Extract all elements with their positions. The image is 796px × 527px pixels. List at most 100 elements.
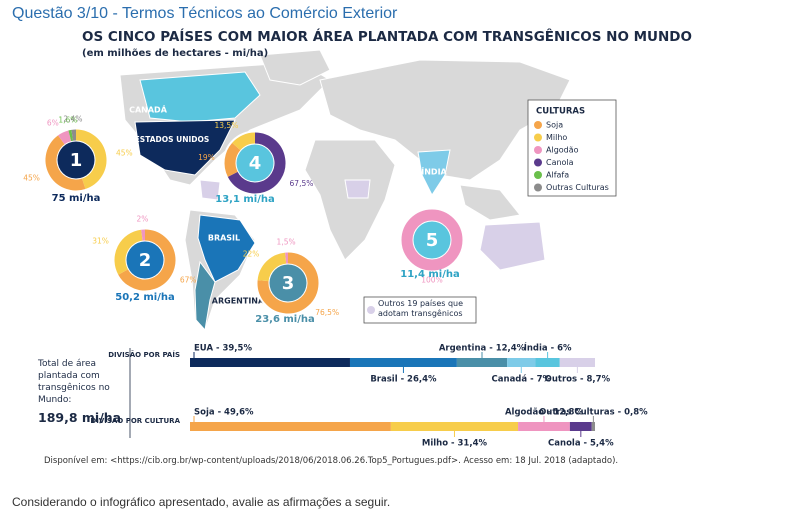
- note-swatch: [367, 306, 375, 314]
- europe-asia: [319, 59, 571, 181]
- donut-label: 6%: [47, 118, 59, 127]
- donut-rank: 5: [426, 230, 439, 251]
- country-total: 13,1 mi/ha: [215, 194, 275, 205]
- question-header: Questão 3/10 - Termos Técnicos ao Comérc…: [12, 5, 398, 22]
- argentina-shape: [194, 260, 216, 332]
- legend-swatch: [534, 183, 542, 192]
- legend-swatch: [534, 121, 542, 129]
- donut-segment: [118, 229, 176, 291]
- bar-label: Canadá - 7%: [492, 375, 552, 385]
- india-shape: [417, 149, 451, 197]
- bar-segment: [518, 422, 570, 431]
- donut-segment: [257, 252, 319, 314]
- bar-label: Argentina - 12,4%: [439, 344, 526, 354]
- legend-title: CULTURAS: [536, 107, 585, 117]
- bar-label: Canola - 5,4%: [548, 439, 614, 449]
- donut-label: 1,6%: [58, 115, 77, 124]
- canada-shape: [139, 71, 261, 123]
- legend-swatch: [534, 133, 542, 142]
- legend-label: Canola: [546, 158, 574, 167]
- country-total: 23,6 mi/ha: [255, 314, 315, 325]
- legend-swatch: [534, 171, 542, 179]
- donut-segment: [68, 129, 74, 142]
- bar-segment: [349, 358, 457, 367]
- africa: [304, 139, 396, 261]
- donut-label: 67%: [180, 276, 197, 285]
- donut-label: 31%: [92, 237, 109, 246]
- donut-center: [269, 264, 307, 302]
- donut-center: [126, 241, 164, 279]
- donut-segment: [232, 132, 256, 151]
- legend-label: Outras Culturas: [546, 183, 609, 192]
- bar-label: Milho - 31,4%: [422, 439, 488, 449]
- donut-label: 45%: [23, 173, 40, 182]
- note: Outros 19 países que adotam transgênicos: [378, 299, 464, 318]
- donut-center: [236, 144, 274, 182]
- country-map-label: ARGENTINA: [212, 297, 265, 306]
- donut-label: 19%: [198, 153, 215, 162]
- donut-segment: [257, 252, 287, 282]
- donut-label: 2%: [137, 215, 149, 224]
- donut-center: [413, 221, 451, 259]
- bar-title: DIVISÃO POR PAÍS: [108, 350, 180, 359]
- bar-label: Soja - 49,6%: [194, 408, 254, 418]
- donut-label: 45%: [116, 149, 133, 158]
- donut-segment: [75, 129, 107, 190]
- bar-label: Brasil - 26,4%: [370, 375, 437, 385]
- donut-segment: [58, 130, 72, 145]
- bar-segment: [456, 358, 508, 367]
- bar-segment: [190, 358, 350, 367]
- donut-segment: [401, 209, 463, 271]
- world-total-text: Total de área plantada com transgênicos …: [38, 359, 110, 405]
- bar-label: Outras Culturas - 0,8%: [539, 408, 648, 418]
- donut-segment: [227, 132, 286, 194]
- world-total: 189,8 mi/ha: [38, 410, 122, 425]
- bar-segment: [535, 358, 560, 367]
- bar-segment: [390, 422, 519, 431]
- other-adopters: [199, 179, 546, 271]
- source: Disponível em: <https://cib.org.br/wp-co…: [44, 456, 619, 466]
- donut-label: 22%: [243, 249, 260, 258]
- donut-label: 1,5%: [277, 238, 296, 247]
- southeast-asia: [459, 184, 521, 221]
- legend-label: Alfafa: [546, 171, 569, 180]
- donut-label: 2,4%: [63, 115, 82, 124]
- bar-label: Outros - 8,7%: [545, 375, 611, 385]
- bar-segment: [190, 422, 391, 431]
- bar-title: DIVISÃO POR CULTURA: [90, 416, 180, 425]
- legend-label: Algodão: [546, 146, 579, 155]
- donut-center: [57, 141, 95, 179]
- donut-segment: [45, 135, 86, 191]
- greenland: [259, 49, 331, 86]
- bar-label: EUA - 39,5%: [194, 344, 252, 354]
- country-total: 75 mi/ha: [52, 193, 101, 204]
- country-total: 11,4 mi/ha: [400, 269, 460, 280]
- brazil-shape: [197, 214, 256, 283]
- donut-label: 100%: [421, 276, 442, 285]
- donut-label: 13,5%: [215, 121, 239, 130]
- bar-label: Algodão - 12,8%: [505, 408, 583, 418]
- donut-rank: 4: [249, 153, 262, 174]
- legend-label: Milho: [546, 133, 567, 142]
- bar-segment: [591, 422, 595, 431]
- donut-label: 76,5%: [315, 308, 339, 317]
- country-map-label: ESTADOS UNIDOS: [135, 135, 210, 144]
- donut-segment: [114, 229, 143, 275]
- country-map-label: CANADÁ: [129, 104, 168, 115]
- donut-rank: 1: [70, 150, 83, 171]
- donut-segment: [224, 142, 241, 177]
- note-box: [363, 296, 477, 324]
- legend-box: [527, 99, 617, 197]
- country-map-label: ÍNDIA: [421, 166, 447, 177]
- footer-text: Considerando o infográfico apresentado, …: [12, 495, 391, 509]
- highlighted-countries: [134, 71, 546, 332]
- bar-label: Índia - 6%: [524, 342, 572, 354]
- country-total: 50,2 mi/ha: [115, 292, 175, 303]
- bar-segment: [559, 358, 595, 367]
- legend-swatch: [534, 158, 542, 167]
- donut-label: 67,5%: [290, 179, 314, 188]
- donut-rank: 2: [139, 250, 152, 271]
- legend-swatch: [534, 146, 542, 154]
